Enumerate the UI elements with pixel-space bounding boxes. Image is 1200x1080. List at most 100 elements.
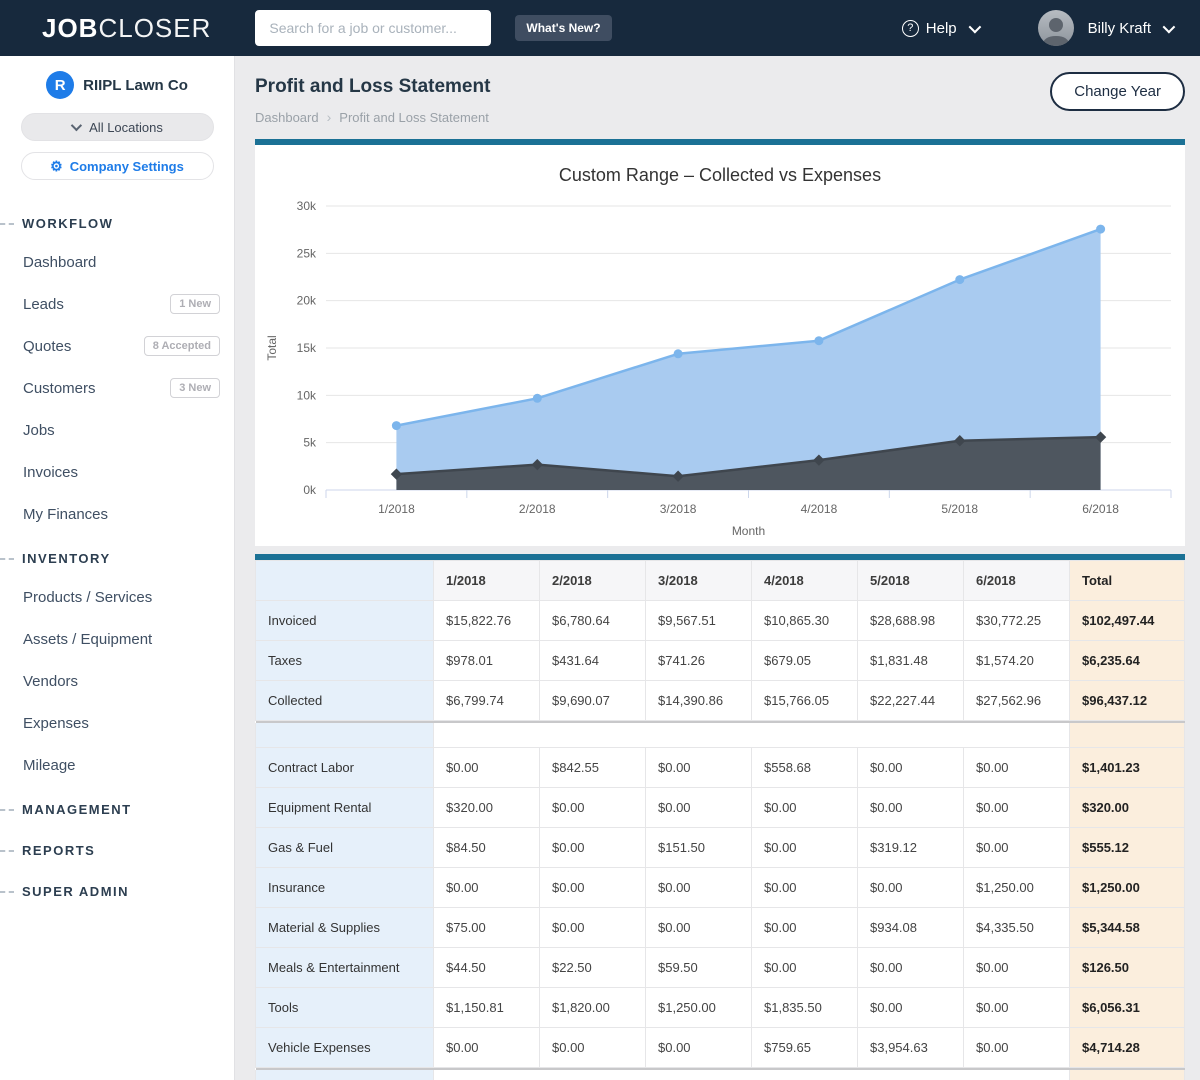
cell-value: $0.00 xyxy=(539,787,646,828)
sidebar-item-assets-equipment[interactable]: Assets / Equipment xyxy=(0,618,234,660)
cell-value: $741.26 xyxy=(645,640,752,681)
cell-value: $431.64 xyxy=(539,640,646,681)
row-total: $4,714.28 xyxy=(1069,1027,1185,1068)
profit-loss-chart: 0k 5k 10k 15k 20k 25k 30k 1/2018 2/2018 3/2018 4/2… xyxy=(265,165,1172,538)
sidebar-item-customers[interactable]: Customers 3 New xyxy=(0,367,234,409)
row-total: $126.50 xyxy=(1069,947,1185,988)
row-label: Gas & Fuel xyxy=(255,827,434,868)
row-label: Material & Supplies xyxy=(255,907,434,948)
cell-value: $679.05 xyxy=(751,640,858,681)
svg-text:25k: 25k xyxy=(297,246,317,260)
sidebar-item-dashboard[interactable]: Dashboard xyxy=(0,241,234,283)
whats-new-button[interactable]: What's New? xyxy=(515,15,612,41)
cell-value: $9,690.07 xyxy=(539,680,646,721)
row-total: $1,401.23 xyxy=(1069,747,1185,788)
cell-value: $0.00 xyxy=(963,827,1070,868)
row-label: Meals & Entertainment xyxy=(255,947,434,988)
row-label: Taxes xyxy=(255,640,434,681)
row-total: $6,056.31 xyxy=(1069,987,1185,1028)
cell-value: $978.01 xyxy=(433,640,540,681)
main-content: Profit and Loss Statement Dashboard › Pr… xyxy=(235,56,1200,1080)
help-menu[interactable]: ? Help xyxy=(901,19,981,37)
cell-value: $558.68 xyxy=(751,747,858,788)
svg-text:10k: 10k xyxy=(297,388,317,402)
row-label: Insurance xyxy=(255,867,434,908)
sidebar-item-mileage[interactable]: Mileage xyxy=(0,744,234,786)
cell-value: $1,820.00 xyxy=(539,987,646,1028)
page-title: Profit and Loss Statement xyxy=(255,76,491,97)
sidebar-item-leads[interactable]: Leads 1 New xyxy=(0,283,234,325)
breadcrumb-dashboard[interactable]: Dashboard xyxy=(255,109,319,125)
cell-value: $0.00 xyxy=(539,1027,646,1068)
svg-text:0k: 0k xyxy=(303,483,317,497)
sidebar-item-invoices[interactable]: Invoices xyxy=(0,451,234,493)
cell-value: $14,390.86 xyxy=(645,680,752,721)
company-settings-button[interactable]: ⚙ Company Settings xyxy=(20,152,214,180)
table-row: Material & Supplies $75.00 $0.00 $0.00 $0.00… xyxy=(255,907,1185,948)
all-locations-dropdown[interactable]: All Locations xyxy=(20,113,214,141)
sidebar-item-products-services[interactable]: Products / Services xyxy=(0,576,234,618)
cell-value: $0.00 xyxy=(857,787,964,828)
sidebar-section-super-admin[interactable]: SUPER ADMIN xyxy=(0,874,234,909)
row-label: Equipment Rental xyxy=(255,787,434,828)
chevron-down-icon xyxy=(70,119,83,132)
sidebar-item-vendors[interactable]: Vendors xyxy=(0,660,234,702)
sidebar-item-label: Expenses xyxy=(23,714,89,732)
row-label: Invoiced xyxy=(255,600,434,641)
breadcrumb-separator-icon: › xyxy=(326,109,332,125)
cell-value: $59.50 xyxy=(645,947,752,988)
app-logo[interactable]: JOBCLOSER xyxy=(42,12,212,43)
table-row: Meals & Entertainment $44.50 $22.50 $59.50 $… xyxy=(255,947,1185,988)
cell-value: $0.00 xyxy=(963,747,1070,788)
sidebar-section-workflow[interactable]: WORKFLOW xyxy=(0,206,234,241)
cell-value: $0.00 xyxy=(645,787,752,828)
cell-value: $0.00 xyxy=(539,907,646,948)
svg-text:30k: 30k xyxy=(297,199,317,213)
sidebar-item-expenses[interactable]: Expenses xyxy=(0,702,234,744)
sidebar-item-quotes[interactable]: Quotes 8 Accepted xyxy=(0,325,234,367)
all-locations-label: All Locations xyxy=(89,119,163,135)
sidebar-item-label: Leads xyxy=(23,295,64,313)
cell-value: $15,766.05 xyxy=(751,680,858,721)
sidebar-item-label: Products / Services xyxy=(23,588,153,606)
company-settings-label: Company Settings xyxy=(69,158,184,174)
search-input[interactable] xyxy=(255,10,492,46)
person-icon xyxy=(1041,18,1070,46)
sidebar-item-label: My Finances xyxy=(23,505,109,523)
section-dash-icon xyxy=(0,558,14,560)
sidebar-item-label: Invoices xyxy=(23,463,79,481)
row-total: $5,344.58 xyxy=(1069,907,1185,948)
column-header: Total xyxy=(1069,560,1185,601)
section-label: REPORTS xyxy=(22,843,96,858)
user-name[interactable]: Billy Kraft xyxy=(1087,19,1151,37)
sidebar-section-reports[interactable]: REPORTS xyxy=(0,833,234,868)
user-avatar[interactable] xyxy=(1037,10,1074,46)
cell-value: $0.00 xyxy=(539,827,646,868)
cell-value: $1,831.48 xyxy=(857,640,964,681)
cell-value: $22.50 xyxy=(539,947,646,988)
cell-value: $0.00 xyxy=(751,787,858,828)
chevron-down-icon[interactable] xyxy=(1162,20,1176,33)
svg-text:20k: 20k xyxy=(297,294,317,308)
svg-text:2/2018: 2/2018 xyxy=(519,502,556,516)
cell-value: $759.65 xyxy=(751,1027,858,1068)
count-badge: 1 New xyxy=(170,294,220,314)
table-row: Taxes $978.01 $431.64 $741.26 $679.05 $1,831.… xyxy=(255,640,1185,681)
top-navbar: JOBCLOSER What's New? ? Help Billy Kraft xyxy=(0,0,1200,56)
sidebar-item-label: Customers xyxy=(23,379,96,397)
row-total: $96,437.12 xyxy=(1069,680,1185,721)
sidebar-section-management[interactable]: MANAGEMENT xyxy=(0,792,234,827)
sidebar-item-my-finances[interactable]: My Finances xyxy=(0,493,234,535)
company-header: R RIIPL Lawn Co xyxy=(0,71,234,99)
sidebar-item-label: Mileage xyxy=(23,756,76,774)
row-total: $6,235.64 xyxy=(1069,640,1185,681)
section-dash-icon xyxy=(0,891,14,893)
change-year-button[interactable]: Change Year xyxy=(1050,72,1185,111)
sidebar-item-jobs[interactable]: Jobs xyxy=(0,409,234,451)
profit-loss-table: 1/2018 2/2018 3/2018 4/2018 5/2018 6/2018 Tota… xyxy=(255,560,1185,1080)
sidebar-section-inventory[interactable]: INVENTORY xyxy=(0,541,234,576)
row-total: $320.00 xyxy=(1069,787,1185,828)
section-divider xyxy=(255,1067,1185,1070)
cell-value: $0.00 xyxy=(751,867,858,908)
cell-value: $3,954.63 xyxy=(857,1027,964,1068)
